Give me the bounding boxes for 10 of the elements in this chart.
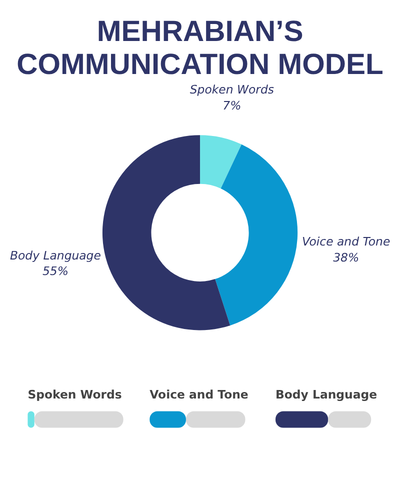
data-label: 7% xyxy=(222,98,242,112)
slice-label: Voice and Tone xyxy=(302,234,390,249)
chart-title: MEHRABIAN’S COMMUNICATION MODEL xyxy=(16,16,384,82)
slice-label: Body Language xyxy=(10,248,101,262)
donut-slice xyxy=(102,135,230,330)
donut-slice xyxy=(200,135,242,189)
donut-slice xyxy=(215,144,298,326)
data-label: 38% xyxy=(333,250,360,264)
data-label: 55% xyxy=(42,264,68,278)
slice-label: Spoken Words xyxy=(190,82,274,97)
